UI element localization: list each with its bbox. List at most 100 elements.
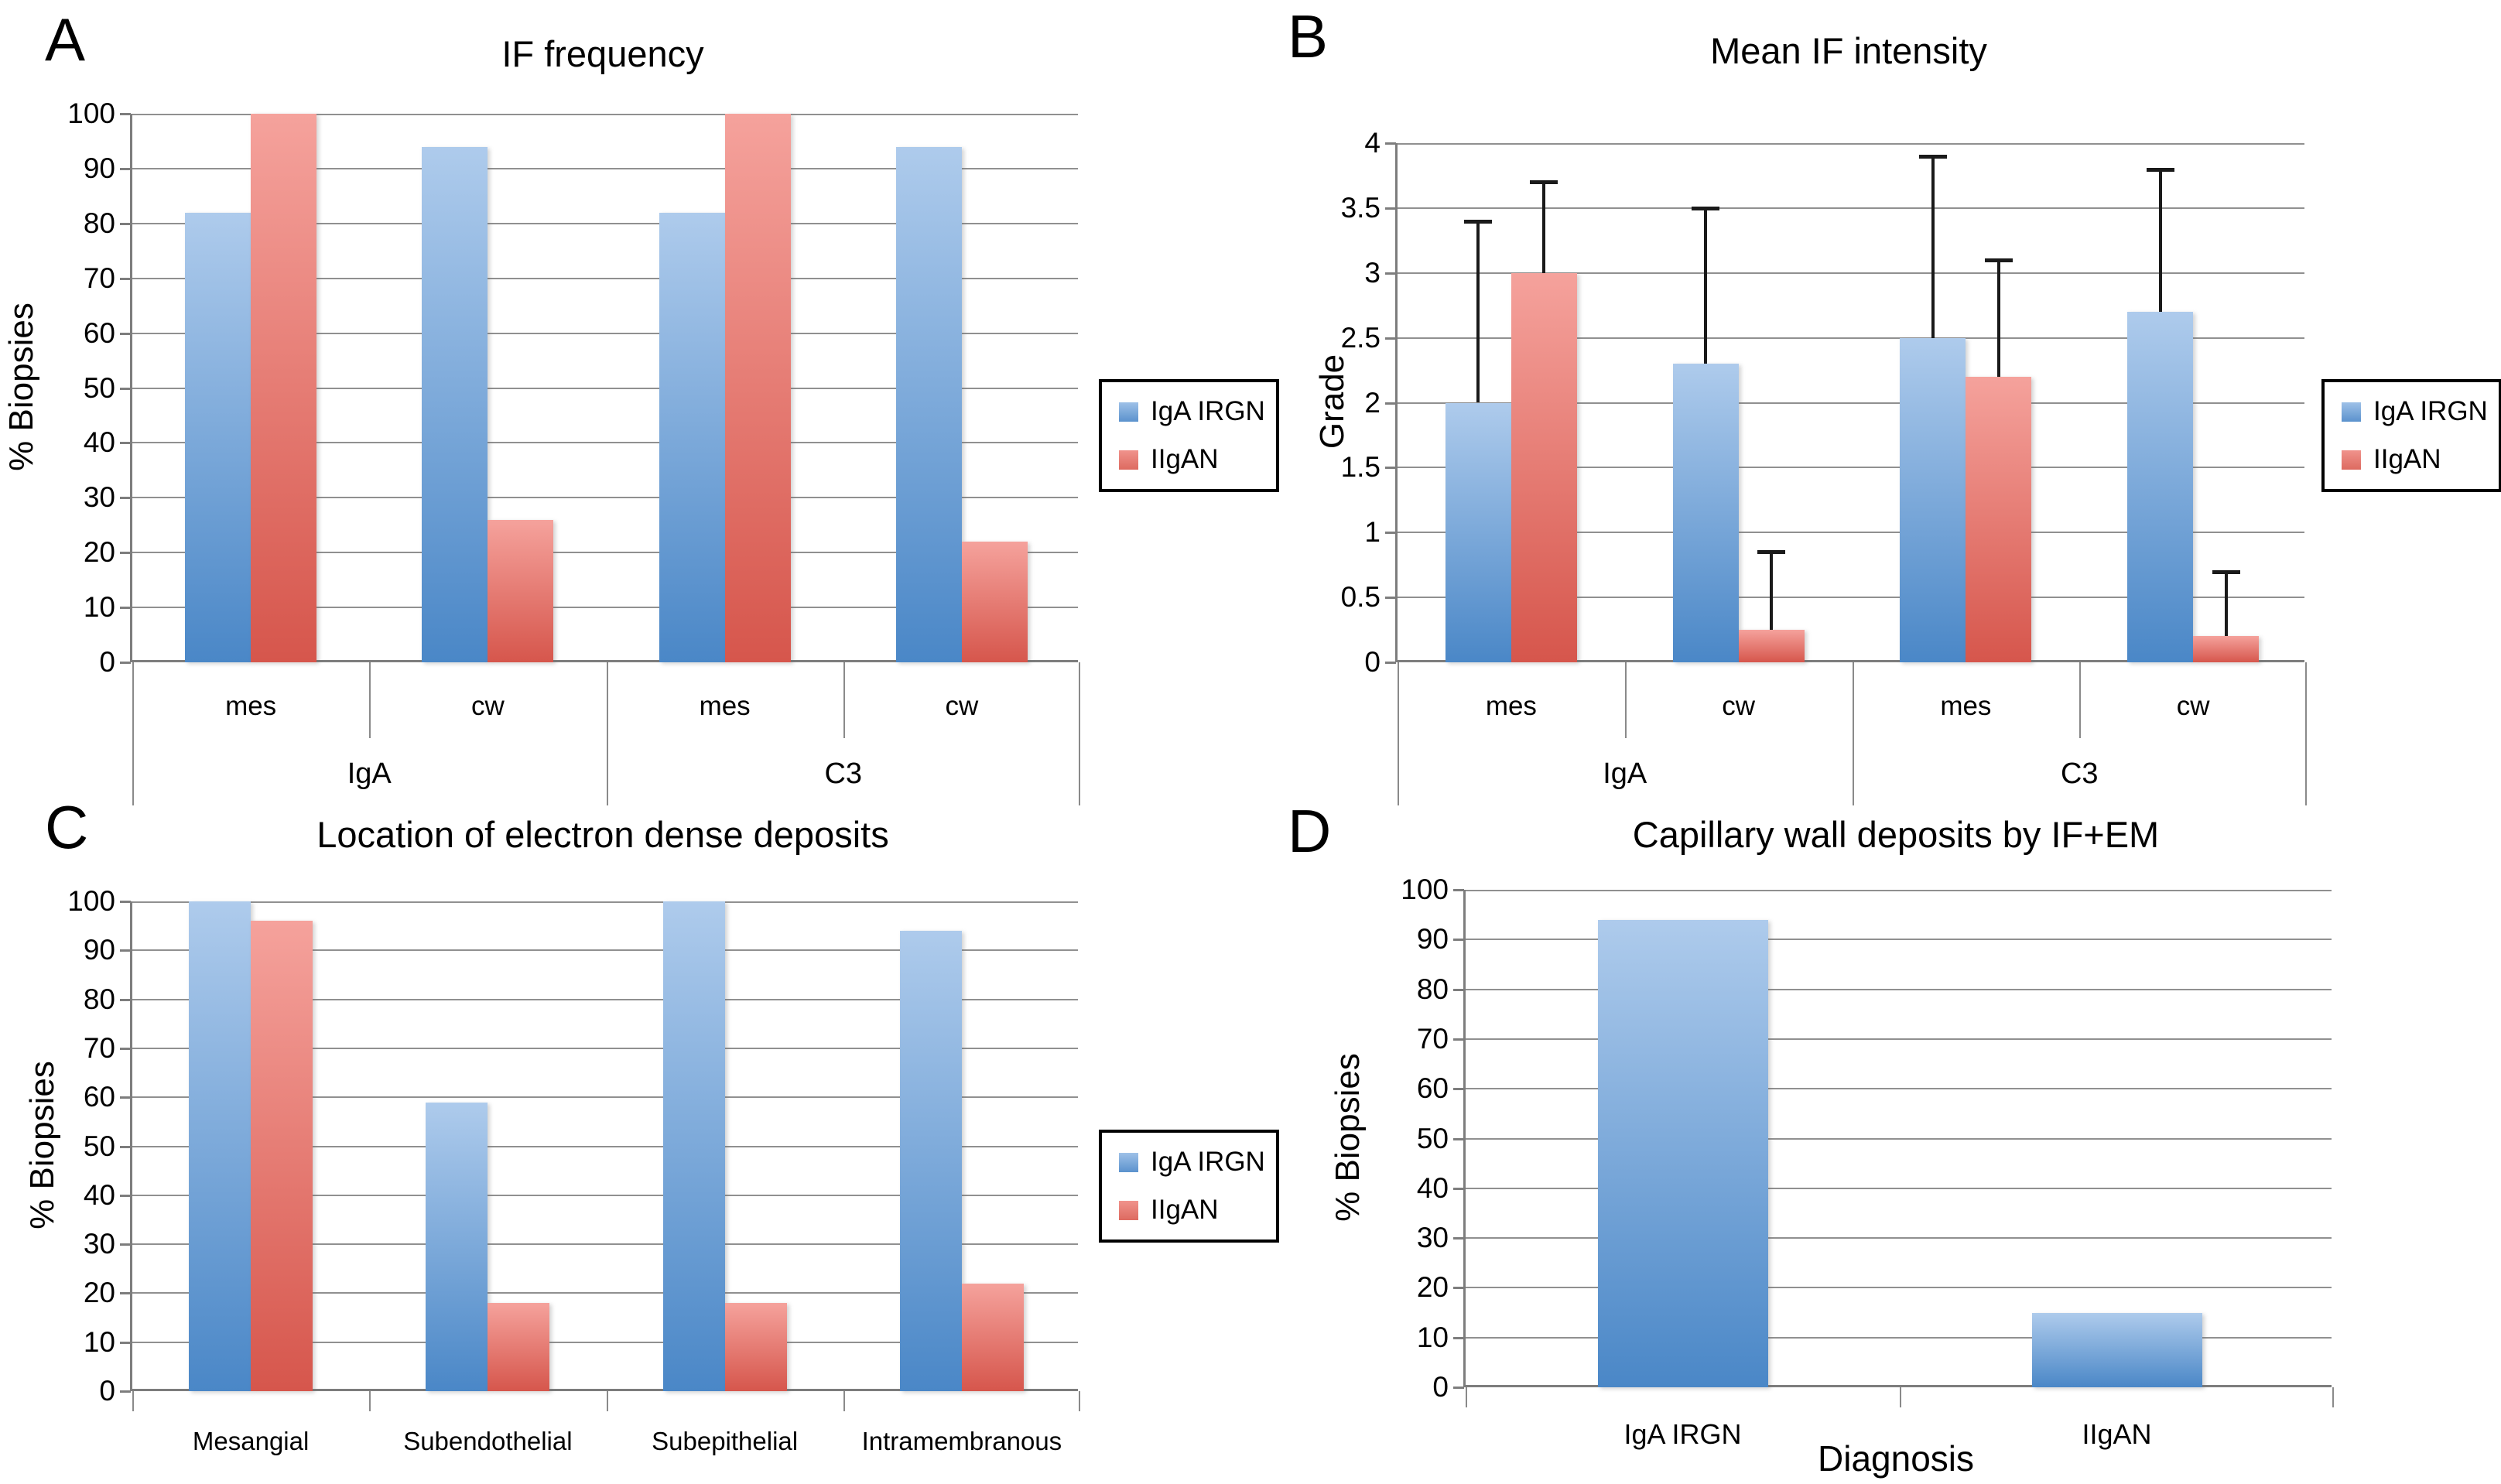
group-separator	[1852, 662, 1854, 805]
y-tick-label: 0	[1364, 646, 1381, 678]
gridline	[1466, 890, 2332, 891]
bar-iga-irgn	[1597, 919, 1768, 1387]
y-tick-label: 70	[1416, 1022, 1449, 1055]
gridline	[1466, 1038, 2332, 1040]
y-tick-mark	[120, 552, 131, 555]
gridline	[132, 998, 1078, 1000]
error-bar-line	[1476, 221, 1480, 403]
bar-iga-irgn	[426, 1102, 488, 1391]
legend-label: IIgAN	[1151, 444, 1219, 474]
y-tick-mark	[120, 1194, 131, 1197]
gridline	[132, 442, 1078, 444]
legend-label: IIgAN	[2373, 444, 2441, 474]
y-tick-label: 20	[83, 1277, 115, 1309]
gridline	[1398, 337, 2304, 339]
legend-label: IgA IRGN	[1151, 396, 1265, 426]
y-tick-label: 100	[1401, 874, 1449, 905]
y-tick-label: 70	[83, 1031, 115, 1064]
gridline	[1466, 1237, 2332, 1240]
x-tick-mark	[369, 1391, 371, 1411]
bar-iigan	[488, 519, 554, 662]
y-tick-label: 0.5	[1340, 581, 1381, 614]
gridline	[132, 1292, 1078, 1294]
bar-iga-irgn	[1672, 364, 1739, 662]
gridline	[132, 552, 1078, 554]
bar-iga-irgn	[662, 901, 725, 1391]
gridline	[1466, 1287, 2332, 1289]
y-tick-mark	[1453, 1038, 1464, 1041]
y-tick-mark	[1453, 939, 1464, 942]
y-tick-mark	[120, 497, 131, 500]
y-tick-mark	[1385, 272, 1396, 275]
y-tick-mark	[120, 167, 131, 170]
y-tick-mark	[1453, 1287, 1464, 1290]
y-tick-label: 90	[83, 934, 115, 966]
error-bar-cap	[1984, 258, 2013, 262]
x-tick-label: mes	[1485, 691, 1537, 721]
y-tick-mark	[1453, 1187, 1464, 1190]
bar-iigan	[724, 114, 791, 662]
y-tick-mark	[1385, 597, 1396, 600]
y-tick-label: 0	[99, 1375, 115, 1407]
gridline	[1466, 1137, 2332, 1140]
x-group-label: IgA	[347, 757, 392, 790]
legend-item: IIgAN	[1119, 1196, 1265, 1224]
y-tick-mark	[1453, 988, 1464, 991]
gridline	[1398, 532, 2304, 534]
y-tick-label: 20	[1416, 1271, 1449, 1304]
y-tick-mark	[1385, 662, 1396, 664]
y-tick-label: 10	[1416, 1321, 1449, 1353]
panel-a-letter: A	[45, 5, 86, 74]
y-tick-mark	[120, 607, 131, 610]
y-tick-mark	[1453, 1387, 1464, 1389]
bar-iga-irgn	[2127, 312, 2194, 662]
y-tick-label: 40	[83, 1178, 115, 1211]
y-tick-label: 90	[1416, 923, 1449, 956]
gridline	[132, 1096, 1078, 1099]
error-bar-cap	[1757, 550, 1786, 555]
bar-iga-irgn	[1445, 402, 1511, 662]
legend-item: IgA IRGN	[1119, 398, 1265, 426]
chart-d-title: Capillary wall deposits by IF+EM	[1632, 814, 2160, 855]
legend-swatch-blue	[1119, 402, 1138, 422]
y-tick-mark	[1385, 532, 1396, 535]
panel-d-letter: D	[1288, 797, 1332, 865]
x-tick-label: mes	[699, 691, 751, 721]
bar-iigan	[251, 114, 317, 662]
y-tick-label: 10	[83, 591, 115, 624]
y-tick-mark	[120, 222, 131, 225]
x-tick-mark	[1079, 1391, 1080, 1411]
y-tick-label: 1.5	[1340, 451, 1381, 484]
group-separator	[2305, 662, 2307, 805]
error-bar-cap	[2212, 569, 2240, 574]
x-tick-label: cw	[945, 691, 979, 721]
x-tick-mark	[1900, 1387, 1901, 1407]
bar-iigan	[961, 1283, 1024, 1391]
chart-c-title: Location of electron dense deposits	[316, 814, 889, 855]
bar-iga-irgn	[659, 212, 725, 662]
y-tick-label: 80	[1416, 973, 1449, 1005]
legend-swatch-blue	[2342, 402, 2361, 422]
y-tick-label: 20	[83, 536, 115, 569]
x-tick-label: mes	[1940, 691, 1992, 721]
group-separator	[1079, 662, 1080, 805]
x-tick-label: Mesangial	[192, 1427, 310, 1455]
legend-label: IgA IRGN	[2373, 396, 2488, 426]
subcategory-separator	[843, 662, 845, 738]
bar-iigan	[2193, 636, 2260, 662]
chart-d-plot-area: 0 10 20 30 40 50 60 70 80 90 100 IgA IRGN IIgAN	[1401, 874, 2334, 1450]
y-tick-label: 1	[1364, 516, 1381, 549]
group-separator	[606, 662, 608, 805]
x-group-label: C3	[2060, 757, 2099, 790]
subcategory-separator	[369, 662, 371, 738]
y-tick-mark	[120, 998, 131, 1001]
x-tick-mark	[843, 1391, 845, 1411]
error-bar-line	[2224, 571, 2228, 637]
bar-iga-irgn	[422, 146, 488, 662]
legend-item: IIgAN	[1119, 446, 1265, 474]
bar-iga-irgn	[189, 901, 251, 1391]
error-bar-line	[2158, 169, 2162, 313]
y-tick-mark	[120, 662, 131, 664]
legend-item: IgA IRGN	[1119, 1148, 1265, 1176]
gridline	[132, 901, 1078, 903]
